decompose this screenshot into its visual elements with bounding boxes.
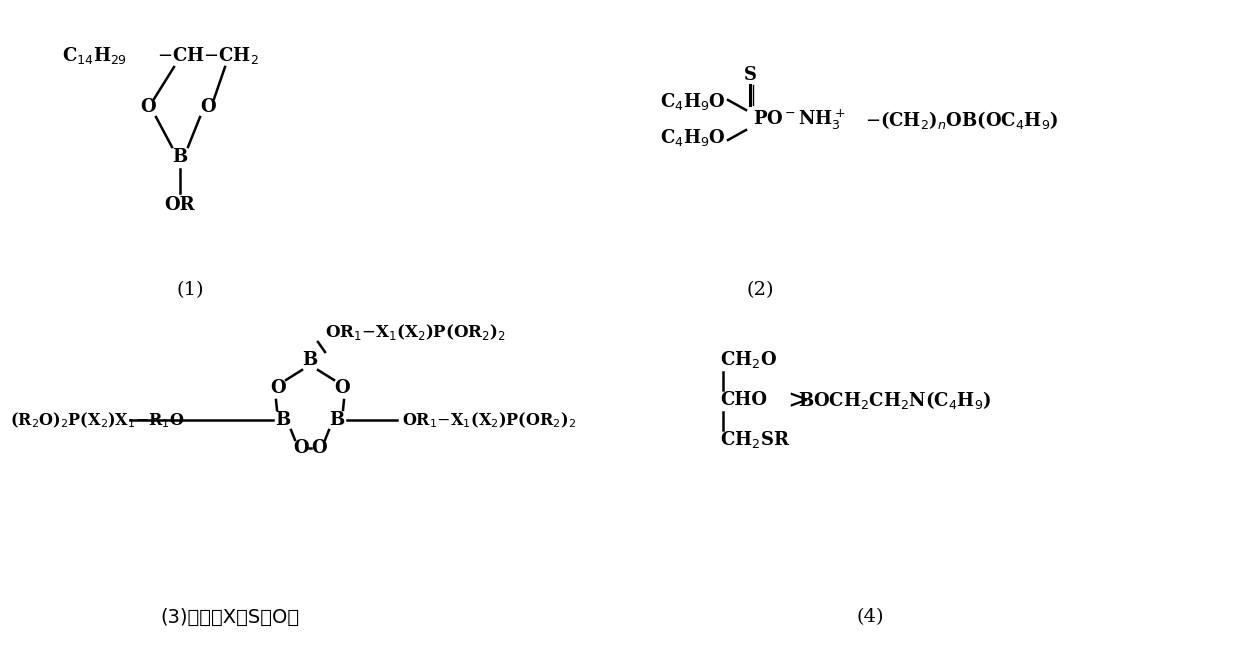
Text: $>$: $>$ [782,388,808,413]
Text: S: S [744,66,756,84]
Text: CH$_2$SR: CH$_2$SR [720,430,790,450]
Text: BOCH$_2$CH$_2$N(C$_4$H$_9$): BOCH$_2$CH$_2$N(C$_4$H$_9$) [799,389,991,411]
Text: PO$^-$NH$_3^+$: PO$^-$NH$_3^+$ [753,108,846,132]
Text: O: O [335,379,350,397]
Text: B: B [330,411,345,429]
Text: C$_4$H$_9$O: C$_4$H$_9$O [660,91,725,113]
Text: O: O [140,98,156,116]
Text: $-$(CH$_2$)$_n$OB(OC$_4$H$_9$): $-$(CH$_2$)$_n$OB(OC$_4$H$_9$) [866,109,1059,131]
Text: O: O [270,379,285,397]
Text: OR: OR [165,196,196,214]
Text: C$_{14}$H$_{29}$: C$_{14}$H$_{29}$ [62,45,126,65]
Text: B: B [303,351,317,369]
Text: (2): (2) [746,281,774,299]
Text: (3)（式中X为S或O）: (3)（式中X为S或O） [160,608,300,626]
Text: (1): (1) [176,281,203,299]
Text: O: O [200,98,216,116]
Text: C$_4$H$_9$O: C$_4$H$_9$O [660,127,725,149]
Text: B: B [275,411,290,429]
Text: CHO: CHO [720,391,768,409]
Text: O: O [311,439,327,457]
Text: CH$_2$O: CH$_2$O [720,349,777,371]
Text: O: O [293,439,309,457]
Text: (R$_2$O)$_2$P(X$_2$)X$_1$$-$R$_1$O: (R$_2$O)$_2$P(X$_2$)X$_1$$-$R$_1$O [10,410,185,430]
Text: $-$CH$-$CH$_2$: $-$CH$-$CH$_2$ [157,45,259,65]
Text: OR$_1$$-$X$_1$(X$_2$)P(OR$_2$)$_2$: OR$_1$$-$X$_1$(X$_2$)P(OR$_2$)$_2$ [325,322,506,342]
Text: B: B [172,148,187,166]
Text: (4): (4) [857,608,884,626]
Text: OR$_1$$-$X$_1$(X$_2$)P(OR$_2$)$_2$: OR$_1$$-$X$_1$(X$_2$)P(OR$_2$)$_2$ [402,410,577,430]
